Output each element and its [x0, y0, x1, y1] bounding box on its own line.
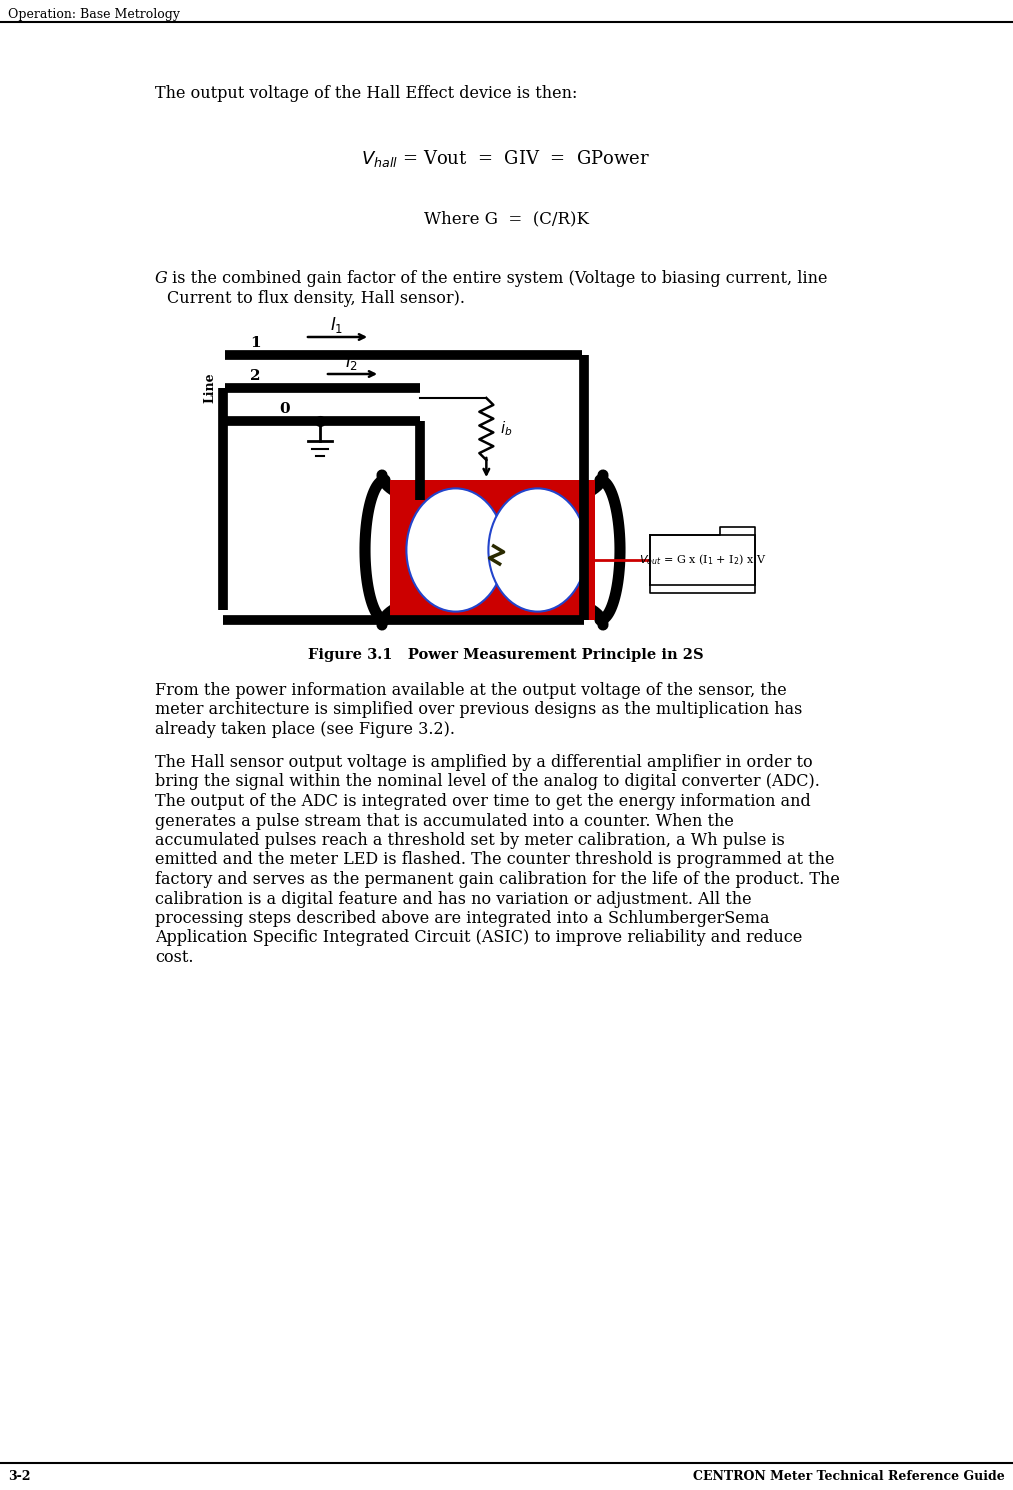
Text: G: G [155, 270, 168, 288]
Text: 0: 0 [280, 402, 291, 416]
Text: Where G  =  (C/R)K: Where G = (C/R)K [423, 210, 589, 226]
Bar [650, 535, 755, 586]
Ellipse shape [406, 489, 504, 611]
Text: emitted and the meter LED is flashed. The counter threshold is programmed at the: emitted and the meter LED is flashed. Th… [155, 851, 835, 869]
Text: The output of the ADC is integrated over time to get the energy information and: The output of the ADC is integrated over… [155, 793, 810, 811]
Text: bring the signal within the nominal level of the analog to digital converter (AD: bring the signal within the nominal leve… [155, 773, 820, 791]
Text: Operation: Base Metrology: Operation: Base Metrology [8, 7, 180, 21]
Text: generates a pulse stream that is accumulated into a counter. When the: generates a pulse stream that is accumul… [155, 812, 733, 830]
Text: $I_2$: $I_2$ [345, 352, 359, 372]
Text: $i_b$: $i_b$ [500, 420, 513, 438]
Text: $I_1$: $I_1$ [330, 314, 343, 335]
Text: Application Specific Integrated Circuit (ASIC) to improve reliability and reduce: Application Specific Integrated Circuit … [155, 930, 802, 946]
Text: meter architecture is simplified over previous designs as the multiplication has: meter architecture is simplified over pr… [155, 702, 802, 718]
Text: accumulated pulses reach a threshold set by meter calibration, a Wh pulse is: accumulated pulses reach a threshold set… [155, 831, 785, 849]
Text: $V_{hall}$ = Vout  =  GIV  =  GPower: $V_{hall}$ = Vout = GIV = GPower [362, 148, 650, 168]
Text: already taken place (see Figure 3.2).: already taken place (see Figure 3.2). [155, 721, 455, 738]
Text: is the combined gain factor of the entire system (Voltage to biasing current, li: is the combined gain factor of the entir… [167, 270, 828, 307]
Text: Figure 3.1   Power Measurement Principle in 2S: Figure 3.1 Power Measurement Principle i… [308, 648, 704, 662]
Text: 1: 1 [249, 337, 260, 350]
Text: 3-2: 3-2 [8, 1471, 30, 1483]
Text: 2: 2 [250, 370, 260, 383]
Text: The Hall sensor output voltage is amplified by a differential amplifier in order: The Hall sensor output voltage is amplif… [155, 754, 812, 770]
Bar [390, 480, 595, 620]
Text: CENTRON Meter Technical Reference Guide: CENTRON Meter Technical Reference Guide [693, 1471, 1005, 1483]
Text: cost.: cost. [155, 949, 193, 966]
Text: Line: Line [204, 372, 217, 404]
Text: processing steps described above are integrated into a SchlumbergerSema: processing steps described above are int… [155, 910, 770, 927]
Text: calibration is a digital feature and has no variation or adjustment. All the: calibration is a digital feature and has… [155, 891, 752, 907]
Text: From the power information available at the output voltage of the sensor, the: From the power information available at … [155, 682, 787, 699]
Text: $V_{out}$ = G x (I$_1$ + I$_2$) x V: $V_{out}$ = G x (I$_1$ + I$_2$) x V [639, 553, 766, 568]
Ellipse shape [488, 489, 587, 611]
Text: factory and serves as the permanent gain calibration for the life of the product: factory and serves as the permanent gain… [155, 872, 840, 888]
Text: The output voltage of the Hall Effect device is then:: The output voltage of the Hall Effect de… [155, 85, 577, 101]
